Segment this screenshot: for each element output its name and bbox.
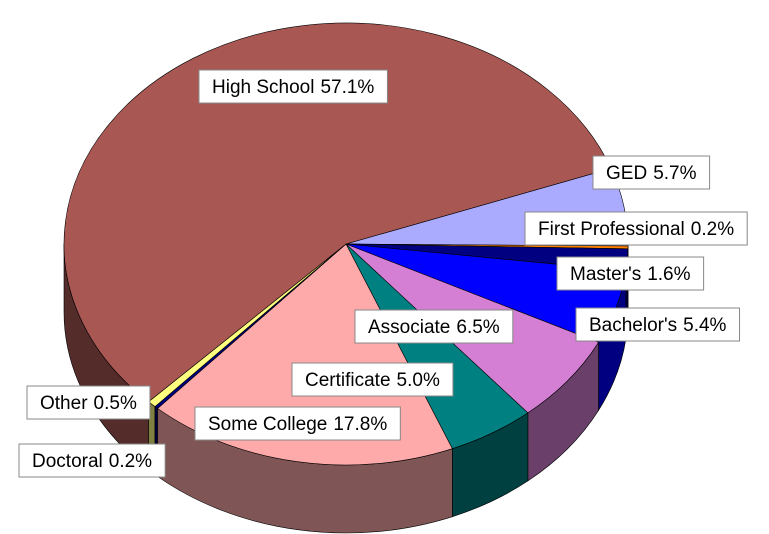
data-label: Bachelor's 5.4%: [575, 307, 741, 342]
label-box: [291, 362, 454, 397]
data-label: High School 57.1%: [198, 69, 388, 104]
label-text: Doctoral 0.2%: [32, 451, 152, 472]
label-box: [26, 385, 151, 420]
label-name: First Professional: [538, 219, 685, 240]
data-label: Doctoral 0.2%: [18, 443, 166, 478]
label-box: [592, 155, 711, 190]
label-text: Master's 1.6%: [570, 264, 691, 285]
data-label: GED 5.7%: [592, 155, 711, 190]
label-value: 5.0%: [397, 370, 440, 391]
data-label: Certificate 5.0%: [291, 362, 454, 397]
label-name: Some College: [208, 414, 327, 435]
label-name: Certificate: [305, 370, 391, 391]
label-name: High School: [212, 77, 314, 98]
label-text: Some College 17.8%: [208, 414, 387, 435]
data-label: Some College 17.8%: [194, 406, 401, 441]
label-value: 17.8%: [333, 414, 387, 435]
label-box: [354, 309, 514, 344]
data-label: First Professional 0.2%: [524, 211, 748, 246]
label-value: 5.7%: [653, 163, 696, 184]
label-text: Certificate 5.0%: [305, 370, 440, 391]
label-name: Other: [40, 393, 88, 414]
label-name: Associate: [368, 317, 450, 338]
label-value: 0.2%: [109, 451, 152, 472]
label-box: [556, 256, 705, 291]
label-text: First Professional 0.2%: [538, 219, 734, 240]
label-value: 1.6%: [647, 264, 690, 285]
label-name: Bachelor's: [589, 315, 677, 336]
label-box: [575, 307, 741, 342]
label-box: [18, 443, 166, 478]
label-text: High School 57.1%: [212, 77, 374, 98]
label-box: [194, 406, 401, 441]
label-value: 5.4%: [683, 315, 726, 336]
label-value: 0.2%: [691, 219, 734, 240]
label-name: Master's: [570, 264, 641, 285]
label-box: [524, 211, 748, 246]
label-value: 0.5%: [94, 393, 137, 414]
slice: [63, 22, 612, 403]
label-name: Doctoral: [32, 451, 103, 472]
label-text: Other 0.5%: [40, 393, 137, 414]
data-label: Master's 1.6%: [556, 256, 705, 291]
label-value: 6.5%: [456, 317, 499, 338]
label-box: [198, 69, 388, 104]
data-label: Associate 6.5%: [354, 309, 514, 344]
label-text: GED 5.7%: [606, 163, 697, 184]
label-value: 57.1%: [320, 77, 374, 98]
label-text: Bachelor's 5.4%: [589, 315, 727, 336]
data-label: Other 0.5%: [26, 385, 151, 420]
label-text: Associate 6.5%: [368, 317, 500, 338]
label-name: GED: [606, 163, 647, 184]
